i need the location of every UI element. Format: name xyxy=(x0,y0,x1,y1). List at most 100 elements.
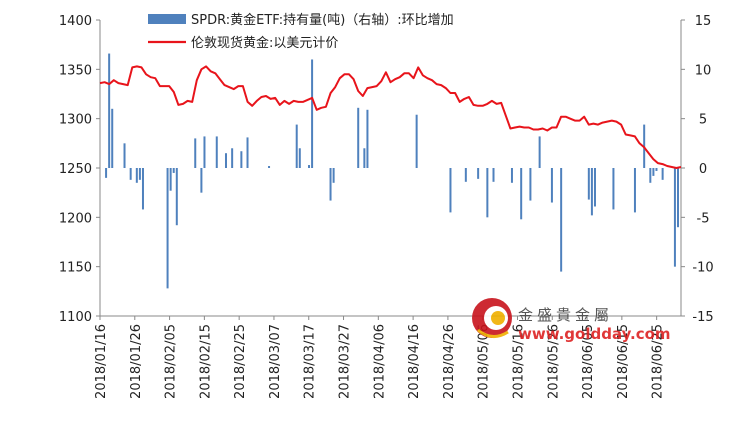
etf-bar xyxy=(363,148,366,168)
etf-bar xyxy=(477,168,480,179)
etf-bar xyxy=(111,108,114,168)
etf-bar xyxy=(203,136,206,168)
x-tick-label: 2018/02/05 xyxy=(164,324,179,399)
etf-bar xyxy=(590,168,593,216)
left-tick-label: 1250 xyxy=(59,162,92,177)
etf-bar xyxy=(308,165,311,168)
etf-bar xyxy=(200,168,203,193)
etf-bar xyxy=(357,107,360,168)
left-tick-label: 1300 xyxy=(59,113,92,128)
etf-bar xyxy=(224,153,227,168)
etf-bar xyxy=(520,168,523,220)
etf-bar xyxy=(246,137,249,168)
etf-bar xyxy=(449,168,452,213)
watermark-url: www.goldday.com xyxy=(518,325,671,343)
etf-bar xyxy=(486,168,489,218)
etf-bar xyxy=(268,166,271,168)
etf-bar xyxy=(329,168,332,201)
etf-holding-bars xyxy=(105,53,679,289)
etf-bar xyxy=(215,136,218,168)
etf-bar xyxy=(492,168,495,182)
etf-bar xyxy=(108,53,111,169)
etf-bar xyxy=(560,168,563,272)
right-tick-label: 15 xyxy=(695,14,712,29)
etf-bar xyxy=(295,124,298,168)
right-tick-label: 5 xyxy=(699,113,707,128)
etf-bar xyxy=(172,168,175,173)
x-tick-label: 2018/04/06 xyxy=(372,324,387,399)
x-tick-label: 2018/01/16 xyxy=(94,324,109,399)
right-tick-label: -15 xyxy=(692,310,713,325)
right-tick-label: -10 xyxy=(692,261,713,276)
etf-bar xyxy=(550,168,553,203)
x-tick-label: 2018/01/26 xyxy=(129,324,144,399)
etf-bar xyxy=(141,168,144,210)
x-tick-label: 2018/03/27 xyxy=(338,324,353,399)
etf-bar xyxy=(231,148,234,168)
goldday-watermark: 金盛貴金屬 www.goldday.com xyxy=(472,298,671,343)
right-tick-label: 10 xyxy=(695,63,712,78)
etf-bar xyxy=(298,148,301,168)
goldday-logo-icon xyxy=(472,298,512,338)
etf-bar xyxy=(135,168,138,183)
etf-bar xyxy=(538,136,541,168)
left-axis-ticks: 1100 1150 1200 1250 1300 1350 1400 xyxy=(59,14,100,325)
x-tick-label: 2018/02/15 xyxy=(198,324,213,399)
etf-bar xyxy=(332,168,335,183)
etf-bar xyxy=(138,168,141,180)
left-tick-label: 1200 xyxy=(59,211,92,226)
x-tick-label: 2018/04/16 xyxy=(407,324,422,399)
x-tick-label: 2018/02/25 xyxy=(233,324,248,399)
legend-line-label: 伦敦现货黄金:以美元计价 xyxy=(191,35,338,51)
legend: SPDR:黄金ETF:持有量(吨)（右轴）:环比增加 伦敦现货黄金:以美元计价 xyxy=(148,12,454,51)
axes-frame xyxy=(99,20,682,317)
x-tick-label: 2018/05/16 xyxy=(511,324,526,399)
etf-bar xyxy=(123,143,126,168)
etf-bar xyxy=(587,168,590,200)
etf-bar xyxy=(175,168,178,226)
x-tick-label: 2018/05/26 xyxy=(546,324,561,399)
etf-bar xyxy=(677,168,679,228)
etf-bar xyxy=(529,168,532,201)
x-tick-label: 2018/06/05 xyxy=(581,324,596,399)
x-tick-label: 2018/04/26 xyxy=(442,324,457,399)
x-tick-label: 2018/06/25 xyxy=(651,324,666,399)
x-axis-ticks: 2018/01/16 2018/01/26 2018/02/05 2018/02/15… xyxy=(94,316,666,399)
etf-bar xyxy=(311,59,314,168)
etf-bar xyxy=(649,168,652,183)
etf-bar xyxy=(169,168,172,191)
x-tick-label: 2018/05/06 xyxy=(477,324,492,399)
etf-bar xyxy=(366,109,369,168)
etf-bar xyxy=(612,168,615,210)
etf-bar xyxy=(593,168,596,207)
etf-bar xyxy=(129,168,132,180)
etf-bar xyxy=(652,168,655,176)
etf-bar xyxy=(633,168,636,213)
legend-bar-label: SPDR:黄金ETF:持有量(吨)（右轴）:环比增加 xyxy=(191,12,454,28)
left-tick-label: 1100 xyxy=(59,310,92,325)
gold-price-series xyxy=(99,65,682,169)
etf-bar xyxy=(655,168,658,171)
etf-bar xyxy=(673,168,676,267)
left-tick-label: 1150 xyxy=(59,261,92,276)
right-tick-label: -5 xyxy=(697,211,710,226)
etf-bar xyxy=(194,138,197,168)
etf-bar xyxy=(166,168,169,289)
etf-bar xyxy=(415,114,418,168)
right-tick-label: 0 xyxy=(699,162,707,177)
x-tick-label: 2018/03/17 xyxy=(303,324,318,399)
etf-bar xyxy=(464,168,467,182)
etf-bar xyxy=(105,168,108,178)
x-tick-label: 2018/03/07 xyxy=(268,324,283,399)
etf-bar xyxy=(510,168,513,183)
etf-bar xyxy=(240,151,243,168)
etf-bar xyxy=(661,168,664,180)
x-tick-label: 2018/06/15 xyxy=(616,324,631,399)
left-tick-label: 1400 xyxy=(59,14,92,29)
watermark-name: 金盛貴金屬 xyxy=(518,306,613,324)
legend-bar-swatch xyxy=(148,14,186,24)
right-axis-ticks: -15 -10 -5 0 5 10 15 xyxy=(681,14,714,325)
gold-price-line xyxy=(99,65,682,169)
left-tick-label: 1350 xyxy=(59,63,92,78)
